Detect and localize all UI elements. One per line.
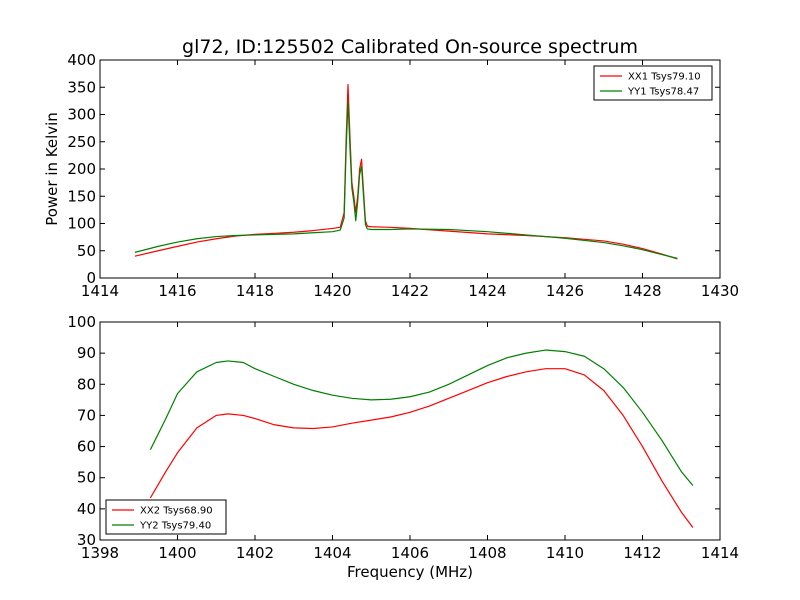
plot-area bbox=[134, 83, 678, 260]
x-tick-label: 1408 bbox=[468, 544, 506, 562]
legend-label: XX2 Tsys68.90 bbox=[140, 506, 213, 517]
y-tick-label: 0 bbox=[86, 269, 96, 287]
legend-label: YY1 Tsys78.47 bbox=[627, 87, 699, 98]
y-tick-label: 100 bbox=[67, 215, 96, 233]
x-tick-label: 1424 bbox=[468, 282, 506, 300]
x-tick-label: 1430 bbox=[701, 282, 739, 300]
y-tick-label: 60 bbox=[77, 438, 96, 456]
series-line-yy2 bbox=[149, 349, 694, 486]
x-tick-label: 1416 bbox=[158, 282, 196, 300]
series-line-xx2 bbox=[149, 368, 694, 528]
y-tick-label: 70 bbox=[77, 406, 96, 424]
x-tick-label: 1426 bbox=[546, 282, 584, 300]
x-tick-label: 1406 bbox=[391, 544, 429, 562]
legend-label: XX1 Tsys79.10 bbox=[628, 72, 701, 83]
y-tick-label: 300 bbox=[67, 106, 96, 124]
x-axis-label: Frequency (MHz) bbox=[347, 563, 473, 581]
x-tick-label: 1428 bbox=[623, 282, 661, 300]
y-tick-label: 80 bbox=[77, 375, 96, 393]
x-tick-label: 1414 bbox=[81, 282, 119, 300]
bottom-panel: 1398 1400 1402 1404 1406 1408 1410 1412 1414 30 40… bbox=[67, 313, 739, 581]
y-tick-label: 250 bbox=[67, 133, 96, 151]
y-tick-label: 350 bbox=[67, 78, 96, 96]
x-tick-label: 1418 bbox=[236, 282, 274, 300]
x-tick-label: 1420 bbox=[313, 282, 351, 300]
x-tick-label: 1412 bbox=[623, 544, 661, 562]
y-tick-label: 150 bbox=[67, 187, 96, 205]
legend: XX2 Tsys68.90 YY2 Tsys79.40 bbox=[105, 499, 227, 535]
x-tick-label: 1410 bbox=[546, 544, 584, 562]
x-tick-label: 1402 bbox=[236, 544, 274, 562]
y-tick-label: 90 bbox=[77, 344, 96, 362]
plot-area bbox=[149, 349, 694, 528]
legend-box bbox=[105, 499, 227, 535]
x-tick-label: 1414 bbox=[701, 544, 739, 562]
x-tick-label: 1400 bbox=[158, 544, 196, 562]
legend-box bbox=[593, 65, 713, 101]
x-tick-label: 1422 bbox=[391, 282, 429, 300]
series-line-yy1 bbox=[134, 100, 678, 259]
top-panel: 1414 1416 1418 1420 1422 1424 1426 1428 1430 0 50 1… bbox=[43, 51, 739, 300]
y-tick-label: 100 bbox=[67, 313, 96, 331]
y-axis-label: Power in Kelvin bbox=[43, 112, 61, 226]
x-tick-label: 1398 bbox=[81, 544, 119, 562]
y-tick-label: 30 bbox=[77, 531, 96, 549]
y-tick-label: 50 bbox=[77, 242, 96, 260]
x-tick-label: 1404 bbox=[313, 544, 351, 562]
legend-label: YY2 Tsys79.40 bbox=[139, 521, 211, 532]
y-tick-label: 400 bbox=[67, 51, 96, 69]
y-tick-label: 50 bbox=[77, 469, 96, 487]
y-tick-label: 40 bbox=[77, 500, 96, 518]
y-tick-label: 200 bbox=[67, 160, 96, 178]
chart-title: gl72, ID:125502 Calibrated On-source spe… bbox=[182, 36, 638, 58]
legend: XX1 Tsys79.10 YY1 Tsys78.47 bbox=[593, 65, 713, 101]
